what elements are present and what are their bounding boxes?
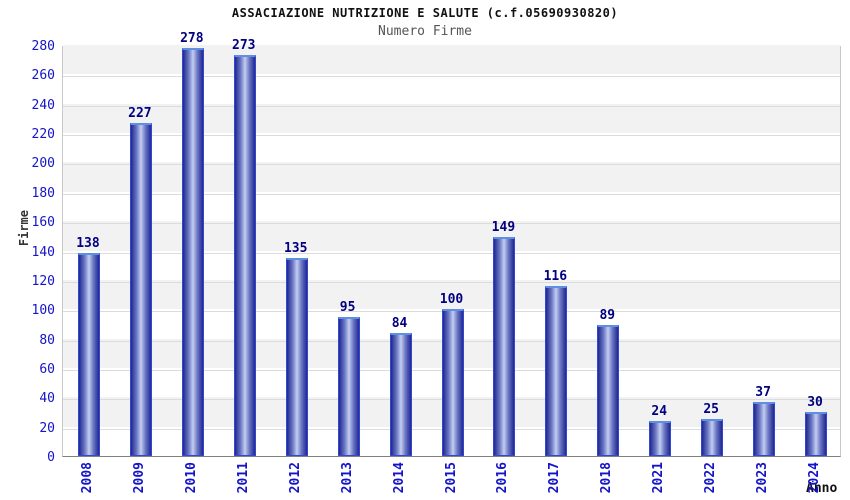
- x-tick-label-text: 2024: [807, 462, 823, 494]
- plot-band: [63, 162, 840, 192]
- y-tick-label: 160: [31, 215, 55, 231]
- bar: [77, 253, 100, 456]
- y-tick-label: 20: [39, 420, 55, 436]
- plot-band: [63, 191, 840, 222]
- x-tick-label: 2011: [234, 462, 254, 500]
- y-tick-label: 200: [31, 156, 55, 172]
- bar-value-label: 24: [651, 403, 668, 419]
- bar-value-label: 30: [807, 394, 823, 410]
- bar: [805, 411, 828, 456]
- plot-band: [63, 221, 840, 251]
- x-tick-label-text: 2012: [287, 462, 303, 494]
- x-tick-label-text: 2016: [495, 462, 511, 494]
- bar: [493, 237, 516, 456]
- x-tick-label: 2008: [78, 462, 98, 500]
- gridline: [63, 164, 840, 166]
- chart-title: ASSACIAZIONE NUTRIZIONE E SALUTE (c.f.05…: [231, 6, 619, 20]
- gridline: [63, 223, 840, 225]
- x-tick-label: 2024: [805, 462, 825, 500]
- y-tick-label: 100: [31, 303, 55, 319]
- x-tick-label: 2012: [286, 462, 306, 500]
- y-tick-label: 260: [31, 68, 55, 84]
- bar-value-label: 95: [339, 299, 356, 315]
- x-tick-label: 2014: [390, 462, 410, 500]
- bar: [597, 325, 620, 456]
- gridline: [63, 281, 840, 283]
- bar: [129, 122, 152, 456]
- x-tick-label: 2016: [493, 462, 513, 500]
- x-tick-label-text: 2011: [235, 462, 251, 494]
- x-tick-label: 2009: [130, 462, 150, 500]
- gridline: [63, 76, 840, 78]
- bar-value-label: 135: [283, 240, 308, 256]
- bar: [545, 285, 568, 456]
- gridline: [63, 193, 840, 195]
- y-tick-label: 60: [39, 361, 55, 377]
- bar-value-label: 100: [439, 292, 464, 308]
- bar-value-label: 227: [128, 105, 152, 121]
- plot-band: [63, 45, 840, 75]
- x-tick-label: 2018: [597, 462, 617, 500]
- x-tick-label-text: 2023: [755, 462, 771, 494]
- y-tick-label: 40: [39, 391, 55, 407]
- x-tick-label-text: 2015: [443, 462, 459, 494]
- bar: [285, 257, 308, 456]
- gridline: [63, 252, 840, 254]
- y-tick-label: 80: [39, 332, 55, 348]
- x-tick-label: 2023: [753, 462, 773, 500]
- bar: [649, 420, 672, 456]
- y-tick-label: 140: [31, 244, 55, 260]
- x-tick-label: 2015: [442, 462, 462, 500]
- y-tick-label: 280: [31, 39, 55, 54]
- y-tick-label: 0: [47, 450, 55, 465]
- bar-value-label: 273: [232, 38, 256, 54]
- plot-band: [63, 103, 840, 134]
- bar: [753, 401, 776, 456]
- bar-value-label: 278: [180, 30, 204, 46]
- bar: [701, 419, 724, 456]
- bar-value-label: 37: [755, 384, 771, 400]
- bar-value-label: 25: [703, 402, 719, 418]
- x-tick-label: 2017: [545, 462, 565, 500]
- x-tick-label-text: 2017: [547, 462, 563, 494]
- x-tick-label-text: 2014: [391, 462, 407, 494]
- bar-value-label: 149: [491, 220, 516, 236]
- plot-band: [63, 133, 840, 163]
- y-tick-label: 120: [31, 273, 55, 289]
- x-tick-label-text: 2013: [339, 462, 355, 494]
- bar: [441, 309, 464, 456]
- x-tick-label: 2013: [338, 462, 358, 500]
- bar-value-label: 116: [543, 268, 568, 284]
- bar: [389, 332, 412, 456]
- plot-area: [62, 45, 841, 457]
- bar-value-label: 84: [391, 315, 408, 331]
- y-tick-label: 220: [31, 127, 55, 143]
- bar: [181, 47, 204, 456]
- x-tick-label-text: 2021: [651, 462, 667, 494]
- plot-band: [63, 250, 840, 280]
- bar-value-label: 89: [599, 308, 616, 324]
- x-tick-label-text: 2009: [131, 462, 147, 494]
- gridline: [63, 135, 840, 137]
- bar-value-label: 138: [76, 236, 100, 252]
- plot-band: [63, 74, 840, 104]
- gridline: [63, 105, 840, 107]
- x-tick-label: 2022: [701, 462, 721, 500]
- y-tick-label: 240: [31, 97, 55, 113]
- x-axis-label: Anno: [806, 481, 838, 496]
- chart-subtitle: Numero Firme: [378, 24, 472, 39]
- y-tick-label: 180: [31, 185, 55, 201]
- x-tick-label-text: 2008: [79, 462, 95, 494]
- bar: [233, 55, 256, 456]
- x-tick-label-text: 2022: [703, 462, 719, 494]
- x-tick-label: 2021: [649, 462, 669, 500]
- bar: [337, 316, 360, 456]
- x-tick-label-text: 2018: [599, 462, 615, 494]
- x-tick-label-text: 2010: [183, 462, 199, 494]
- x-tick-label: 2010: [182, 462, 202, 500]
